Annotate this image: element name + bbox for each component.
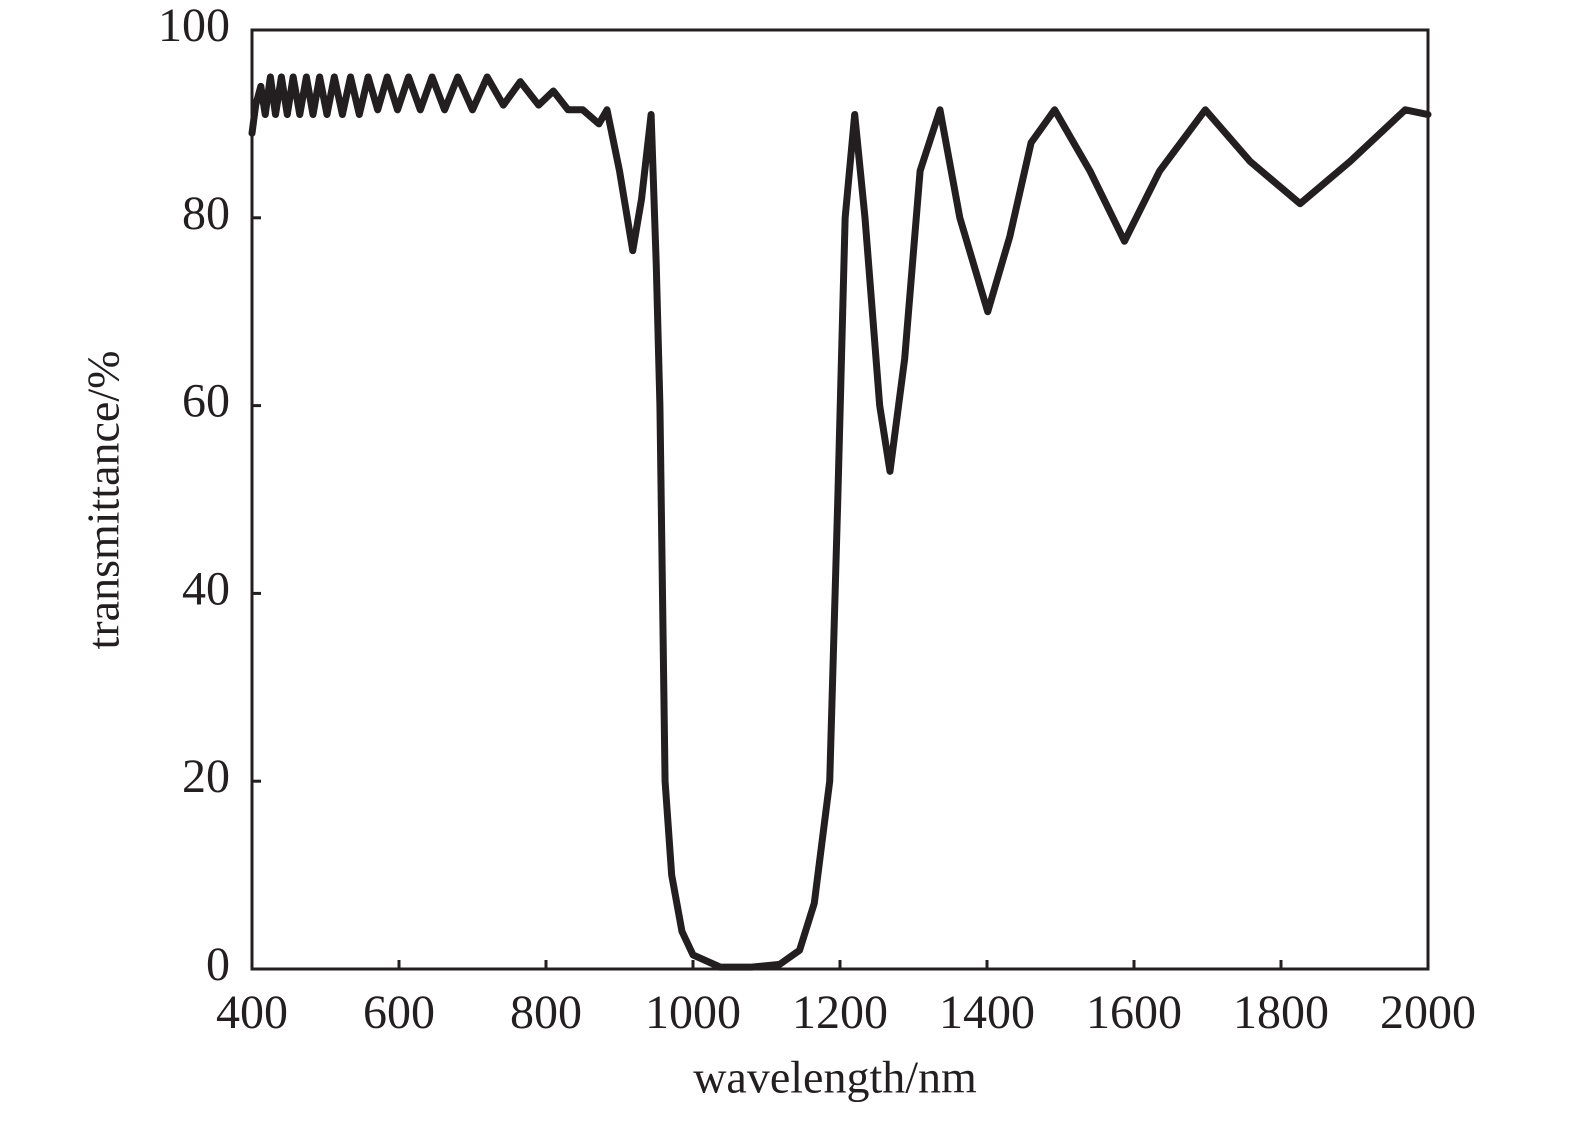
x-tick-label: 1200 [792, 986, 888, 1039]
y-tick-label: 0 [206, 938, 230, 991]
y-tick-label: 80 [182, 187, 230, 240]
y-tick-label: 20 [182, 750, 230, 803]
data-line [248, 73, 1432, 971]
x-tick-label: 1600 [1086, 986, 1182, 1039]
x-tick-label: 600 [363, 986, 435, 1039]
y-axis-label: transmittance/% [78, 351, 129, 650]
y-tick-label: 100 [158, 0, 230, 52]
x-tick-label: 2000 [1380, 986, 1476, 1039]
x-tick-label: 1800 [1233, 986, 1329, 1039]
x-axis-label: wavelength/nm [693, 1052, 977, 1103]
y-tick-label: 40 [182, 562, 230, 615]
x-tick-label: 400 [216, 986, 288, 1039]
y-tick-label: 60 [182, 375, 230, 428]
x-tick-label: 1400 [939, 986, 1035, 1039]
x-tick-label: 800 [510, 986, 582, 1039]
x-tick-label: 1000 [645, 986, 741, 1039]
